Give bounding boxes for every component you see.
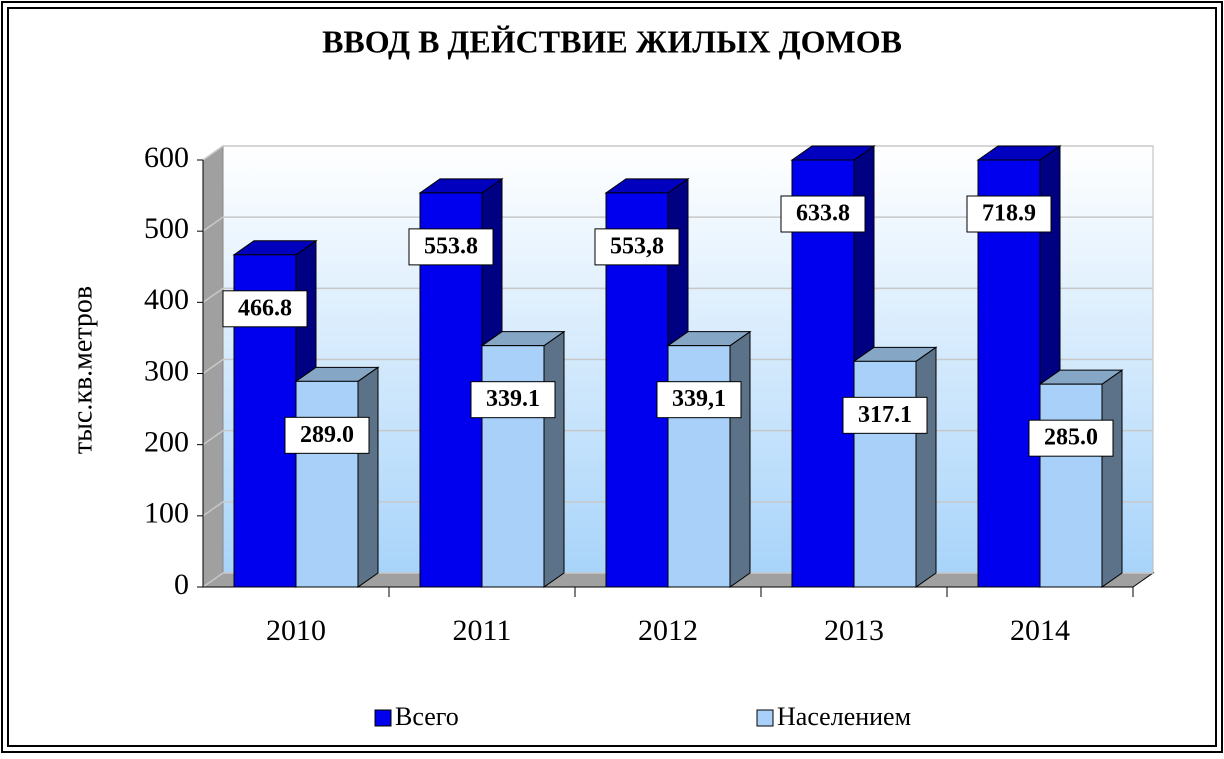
y-axis-label: тыс.кв.метров	[67, 286, 98, 454]
bar	[295, 380, 359, 588]
data-label-box	[470, 381, 556, 419]
legend-swatch	[374, 709, 392, 727]
y-tick-label: 0	[174, 568, 189, 601]
bar-side	[1101, 369, 1123, 588]
frame-inner	[7, 7, 1217, 747]
data-label: 553,8	[610, 233, 664, 259]
data-label: 285.0	[1044, 425, 1098, 451]
data-label-box	[656, 381, 742, 419]
data-label: 633.8	[796, 201, 850, 227]
data-label: 339,1	[672, 386, 726, 412]
data-label-box	[222, 290, 308, 328]
bar-side	[357, 366, 379, 588]
x-tick-label: 2014	[1010, 614, 1070, 647]
chart-title: ВВОД В ДЕЙСТВИЕ ЖИЛЫХ ДОМОВ	[322, 23, 902, 59]
x-tick-label: 2011	[453, 614, 512, 647]
legend-label: Всего	[395, 702, 459, 731]
data-label-box	[284, 416, 370, 454]
legend-swatch	[756, 709, 774, 727]
x-tick-label: 2012	[638, 614, 698, 647]
data-label: 718.9	[982, 201, 1036, 227]
y-tick-label: 300	[144, 354, 189, 387]
data-label-box	[594, 228, 680, 266]
data-label: 466.8	[238, 295, 292, 321]
y-tick-label: 500	[144, 212, 189, 245]
data-label: 289.0	[300, 422, 354, 448]
bar-side	[543, 330, 565, 588]
y-tick-label: 600	[144, 141, 189, 174]
legend-label: Населением	[777, 702, 911, 731]
x-tick-label: 2013	[824, 614, 884, 647]
data-label-box	[408, 228, 494, 266]
data-label: 553.8	[424, 233, 478, 259]
data-label: 317.1	[858, 402, 912, 428]
x-tick-label: 2010	[266, 614, 326, 647]
y-tick-label: 100	[144, 497, 189, 530]
bar	[1039, 383, 1103, 588]
data-label-box	[780, 195, 866, 233]
y-tick-label: 200	[144, 426, 189, 459]
bar-side	[915, 346, 937, 588]
bar-side	[729, 330, 751, 588]
y-tick-label: 400	[144, 283, 189, 316]
bar	[853, 360, 917, 588]
data-label-box	[1028, 419, 1114, 457]
data-label: 339.1	[486, 386, 540, 412]
data-label-box	[842, 396, 928, 434]
data-label-box	[966, 195, 1052, 233]
